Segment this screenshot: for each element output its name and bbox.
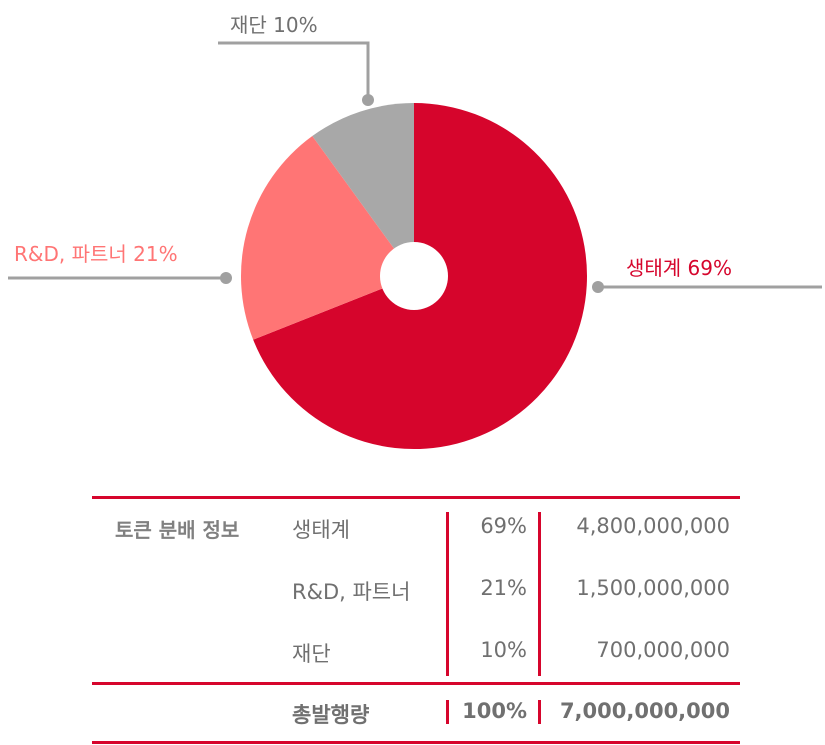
table-section-title: 토큰 분배 정보 — [115, 518, 240, 542]
slice-label-rnd-partners: R&D, 파트너 21% — [14, 242, 178, 266]
slice-label-foundation: 재단 10% — [230, 13, 318, 37]
slice-label-ecosystem: 생태계 69% — [626, 256, 733, 280]
leader-line-rnd-partners-dot — [220, 272, 232, 284]
table-row-name: R&D, 파트너 — [292, 580, 411, 604]
table-total-percent: 100% — [462, 699, 527, 723]
table-total-name: 총발행량 — [292, 703, 370, 727]
table-row-name: 재단 — [292, 642, 331, 666]
table-divider-2 — [538, 512, 541, 676]
leader-line-foundation — [218, 41, 370, 100]
table-row-amount: 700,000,000 — [596, 638, 730, 662]
table-row-percent: 69% — [480, 514, 527, 538]
pie-center-hole — [380, 242, 448, 310]
table-row-amount: 4,800,000,000 — [576, 514, 730, 538]
table-row-amount: 1,500,000,000 — [576, 576, 730, 600]
table-total-rule — [92, 682, 740, 685]
table-row-percent: 10% — [480, 638, 527, 662]
table-divider-1 — [446, 512, 449, 676]
table-total-amount: 7,000,000,000 — [559, 699, 730, 723]
table-bottom-rule — [92, 741, 740, 744]
table-divider-total-2 — [538, 700, 541, 724]
table-top-rule — [92, 496, 740, 499]
table-row-percent: 21% — [480, 576, 527, 600]
leader-line-ecosystem-dot — [592, 281, 604, 293]
pie-chart — [8, 41, 822, 449]
pie-slice-rnd-partners — [240, 136, 414, 340]
table-divider-total-1 — [446, 700, 449, 724]
table-row-name: 생태계 — [292, 518, 350, 542]
leader-line-foundation-dot — [362, 94, 374, 106]
pie-slice-foundation — [312, 103, 414, 276]
